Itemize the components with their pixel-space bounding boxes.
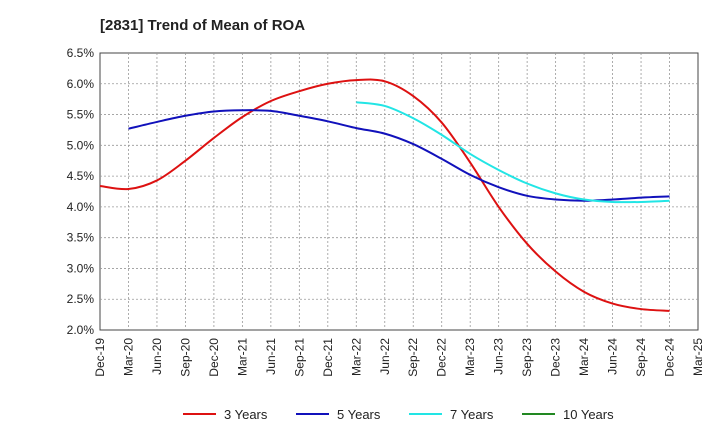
legend: 3 Years 5 Years 7 Years 10 Years <box>183 407 614 422</box>
series-lines <box>99 78 670 312</box>
legend-label-3-years: 3 Years <box>224 407 268 422</box>
x-tick-label: Jun-23 <box>492 338 506 375</box>
series-line-5-years <box>128 109 670 202</box>
series-line-3-years <box>99 78 670 312</box>
legend-label-10-years: 10 Years <box>563 407 614 422</box>
y-tick-label: 4.5% <box>67 169 95 183</box>
y-tick-label: 3.0% <box>67 261 95 275</box>
x-tick-label: Dec-24 <box>663 338 677 377</box>
x-tick-label: Dec-21 <box>321 338 335 377</box>
x-axis-ticks: Dec-19 Mar-20 Jun-20 Sep-20 Dec-20 Mar-21 Jun-… <box>93 338 705 377</box>
y-tick-label: 6.5% <box>67 46 95 60</box>
x-tick-label: Mar-24 <box>577 338 591 376</box>
y-tick-label: 5.5% <box>67 108 95 122</box>
x-tick-label: Dec-23 <box>549 338 563 377</box>
y-tick-label: 4.0% <box>67 200 95 214</box>
x-tick-label: Jun-21 <box>264 338 278 375</box>
x-tick-label: Dec-22 <box>435 338 449 377</box>
x-tick-label: Jun-20 <box>150 338 164 375</box>
x-tick-label: Mar-25 <box>691 338 705 376</box>
y-tick-label: 5.0% <box>67 138 95 152</box>
y-tick-label: 6.0% <box>67 77 95 91</box>
x-tick-label: Sep-24 <box>634 338 648 377</box>
legend-label-5-years: 5 Years <box>337 407 381 422</box>
x-tick-label: Mar-20 <box>121 338 135 376</box>
x-tick-label: Sep-21 <box>292 338 306 377</box>
x-tick-label: Mar-21 <box>235 338 249 376</box>
x-tick-label: Sep-22 <box>406 338 420 377</box>
y-tick-label: 3.5% <box>67 231 95 245</box>
x-tick-label: Jun-24 <box>606 338 620 375</box>
x-tick-label: Sep-20 <box>178 338 192 377</box>
x-tick-label: Sep-23 <box>520 338 534 377</box>
x-tick-label: Jun-22 <box>378 338 392 375</box>
x-tick-label: Mar-23 <box>463 338 477 376</box>
y-tick-label: 2.0% <box>67 323 95 337</box>
legend-label-7-years: 7 Years <box>450 407 494 422</box>
series-line-7-years <box>356 101 670 204</box>
y-axis-ticks: 2.0% 2.5% 3.0% 3.5% 4.0% 4.5% 5.0% 5.5% 6.0% 6.5% <box>67 46 95 337</box>
x-tick-label: Dec-20 <box>207 338 221 377</box>
y-tick-label: 2.5% <box>67 292 95 306</box>
plot-area <box>99 52 699 331</box>
x-tick-label: Dec-19 <box>93 338 107 377</box>
x-tick-label: Mar-22 <box>349 338 363 376</box>
chart-title: [2831] Trend of Mean of ROA <box>100 17 305 34</box>
